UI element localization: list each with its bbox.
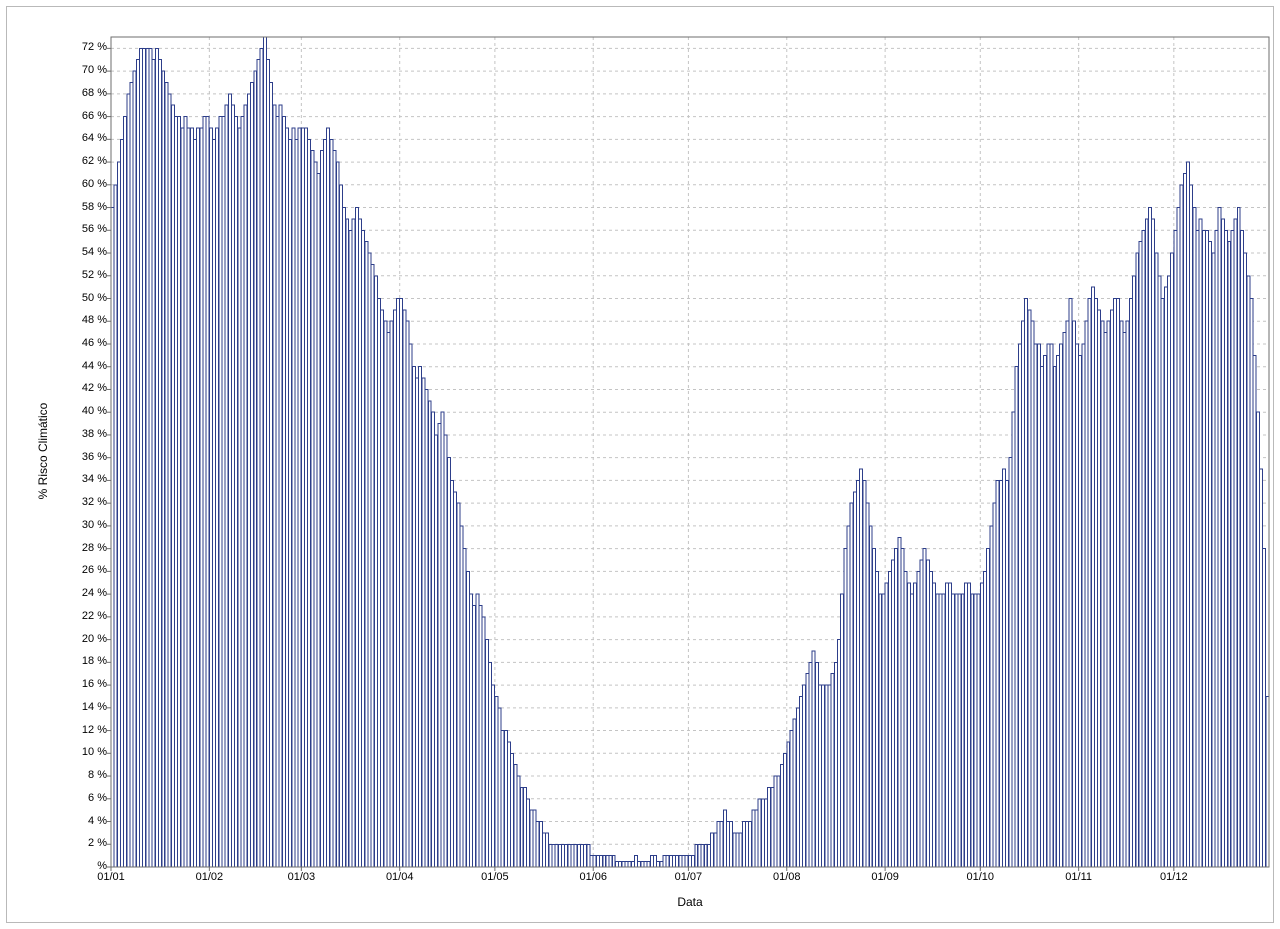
x-tick-label: 01/06 <box>573 871 613 883</box>
y-tick-label: 18 % <box>67 655 107 667</box>
y-tick-label: 44 % <box>67 360 107 372</box>
y-axis-label: % Risco Climático <box>36 401 50 501</box>
x-tick-label: 01/05 <box>475 871 515 883</box>
y-tick-label: 54 % <box>67 246 107 258</box>
y-tick-label: 48 % <box>67 314 107 326</box>
y-tick-label: 10 % <box>67 746 107 758</box>
y-tick-label: 12 % <box>67 724 107 736</box>
y-tick-label: 46 % <box>67 337 107 349</box>
y-tick-label: 72 % <box>67 41 107 53</box>
x-tick-label: 01/11 <box>1059 871 1099 883</box>
y-tick-label: 20 % <box>67 633 107 645</box>
y-tick-label: 14 % <box>67 701 107 713</box>
y-tick-label: 22 % <box>67 610 107 622</box>
y-tick-label: 60 % <box>67 178 107 190</box>
chart-frame: % Risco Climático Data %2 %4 %6 %8 %10 %… <box>6 6 1274 923</box>
y-tick-label: 42 % <box>67 382 107 394</box>
x-tick-label: 01/09 <box>865 871 905 883</box>
y-tick-label: 24 % <box>67 587 107 599</box>
x-tick-label: 01/07 <box>668 871 708 883</box>
x-tick-label: 01/08 <box>767 871 807 883</box>
plot-area <box>111 37 1269 867</box>
y-tick-label: 2 % <box>67 837 107 849</box>
x-tick-label: 01/01 <box>91 871 131 883</box>
y-tick-label: 62 % <box>67 155 107 167</box>
x-tick-label: 01/03 <box>281 871 321 883</box>
y-tick-label: 26 % <box>67 564 107 576</box>
y-tick-label: 58 % <box>67 201 107 213</box>
y-tick-label: 66 % <box>67 110 107 122</box>
y-tick-label: 56 % <box>67 223 107 235</box>
x-tick-label: 01/12 <box>1154 871 1194 883</box>
y-tick-label: 30 % <box>67 519 107 531</box>
y-tick-label: 28 % <box>67 542 107 554</box>
y-tick-label: 32 % <box>67 496 107 508</box>
y-tick-label: 6 % <box>67 792 107 804</box>
x-tick-label: 01/10 <box>960 871 1000 883</box>
y-tick-label: 40 % <box>67 405 107 417</box>
y-tick-label: 68 % <box>67 87 107 99</box>
y-tick-label: 4 % <box>67 815 107 827</box>
x-tick-label: 01/02 <box>189 871 229 883</box>
y-tick-label: 36 % <box>67 451 107 463</box>
y-tick-label: 52 % <box>67 269 107 281</box>
y-tick-label: 64 % <box>67 132 107 144</box>
y-tick-label: 70 % <box>67 64 107 76</box>
y-tick-label: 34 % <box>67 473 107 485</box>
x-axis-label: Data <box>640 895 740 909</box>
y-tick-label: 16 % <box>67 678 107 690</box>
y-tick-label: 50 % <box>67 292 107 304</box>
y-tick-label: 38 % <box>67 428 107 440</box>
y-tick-label: 8 % <box>67 769 107 781</box>
x-tick-label: 01/04 <box>380 871 420 883</box>
